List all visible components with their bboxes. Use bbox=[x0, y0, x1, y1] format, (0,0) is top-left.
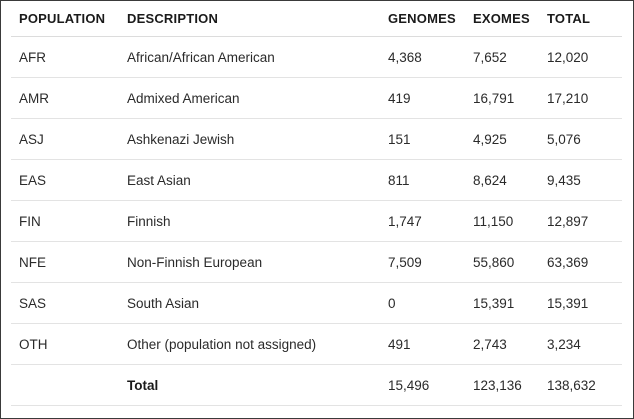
cell-description: Admixed American bbox=[119, 77, 380, 119]
cell-exomes: 7,652 bbox=[465, 36, 539, 78]
cell-total: 12,020 bbox=[539, 36, 622, 78]
cell-description: Ashkenazi Jewish bbox=[119, 118, 380, 160]
table-row: NFE Non-Finnish European 7,509 55,860 63… bbox=[11, 241, 622, 283]
table-row: EAS East Asian 811 8,624 9,435 bbox=[11, 159, 622, 201]
cell-total: 3,234 bbox=[539, 323, 622, 365]
cell-genomes: 419 bbox=[380, 77, 465, 119]
cell-population: ASJ bbox=[11, 118, 119, 160]
cell-genomes-total: 15,496 bbox=[380, 364, 465, 406]
header-genomes: GENOMES bbox=[380, 1, 465, 37]
total-row: Total 15,496 123,136 138,632 bbox=[11, 364, 622, 406]
cell-total: 17,210 bbox=[539, 77, 622, 119]
cell-genomes: 811 bbox=[380, 159, 465, 201]
table-row: FIN Finnish 1,747 11,150 12,897 bbox=[11, 200, 622, 242]
table-row: SAS South Asian 0 15,391 15,391 bbox=[11, 282, 622, 324]
header-description: DESCRIPTION bbox=[119, 1, 380, 37]
cell-total: 5,076 bbox=[539, 118, 622, 160]
cell-population: EAS bbox=[11, 159, 119, 201]
cell-description: Finnish bbox=[119, 200, 380, 242]
cell-population: AMR bbox=[11, 77, 119, 119]
cell-population: FIN bbox=[11, 200, 119, 242]
cell-description: African/African American bbox=[119, 36, 380, 78]
cell-population: AFR bbox=[11, 36, 119, 78]
cell-population: SAS bbox=[11, 282, 119, 324]
cell-description: South Asian bbox=[119, 282, 380, 324]
cell-total: 9,435 bbox=[539, 159, 622, 201]
cell-genomes: 1,747 bbox=[380, 200, 465, 242]
population-table: POPULATION DESCRIPTION GENOMES EXOMES TO… bbox=[11, 1, 622, 406]
cell-population: OTH bbox=[11, 323, 119, 365]
cell-description: Other (population not assigned) bbox=[119, 323, 380, 365]
cell-genomes: 0 bbox=[380, 282, 465, 324]
table-row: AMR Admixed American 419 16,791 17,210 bbox=[11, 77, 622, 119]
table-row: AFR African/African American 4,368 7,652… bbox=[11, 36, 622, 78]
cell-exomes: 55,860 bbox=[465, 241, 539, 283]
cell-exomes: 8,624 bbox=[465, 159, 539, 201]
header-exomes: EXOMES bbox=[465, 1, 539, 37]
cell-description: East Asian bbox=[119, 159, 380, 201]
cell-total: 12,897 bbox=[539, 200, 622, 242]
header-total: TOTAL bbox=[539, 1, 622, 37]
cell-total: 15,391 bbox=[539, 282, 622, 324]
cell-population: NFE bbox=[11, 241, 119, 283]
header-population: POPULATION bbox=[11, 1, 119, 37]
cell-genomes: 7,509 bbox=[380, 241, 465, 283]
cell-exomes: 11,150 bbox=[465, 200, 539, 242]
cell-description: Non-Finnish European bbox=[119, 241, 380, 283]
cell-exomes: 4,925 bbox=[465, 118, 539, 160]
header-row: POPULATION DESCRIPTION GENOMES EXOMES TO… bbox=[11, 1, 622, 37]
cell-genomes: 4,368 bbox=[380, 36, 465, 78]
cell-genomes: 151 bbox=[380, 118, 465, 160]
cell-exomes: 2,743 bbox=[465, 323, 539, 365]
table-row: ASJ Ashkenazi Jewish 151 4,925 5,076 bbox=[11, 118, 622, 160]
cell-genomes: 491 bbox=[380, 323, 465, 365]
cell-population bbox=[11, 364, 119, 406]
table-row: OTH Other (population not assigned) 491 … bbox=[11, 323, 622, 365]
cell-exomes: 15,391 bbox=[465, 282, 539, 324]
cell-total: 63,369 bbox=[539, 241, 622, 283]
total-label: Total bbox=[119, 364, 380, 406]
cell-grand-total: 138,632 bbox=[539, 364, 622, 406]
cell-exomes-total: 123,136 bbox=[465, 364, 539, 406]
cell-exomes: 16,791 bbox=[465, 77, 539, 119]
